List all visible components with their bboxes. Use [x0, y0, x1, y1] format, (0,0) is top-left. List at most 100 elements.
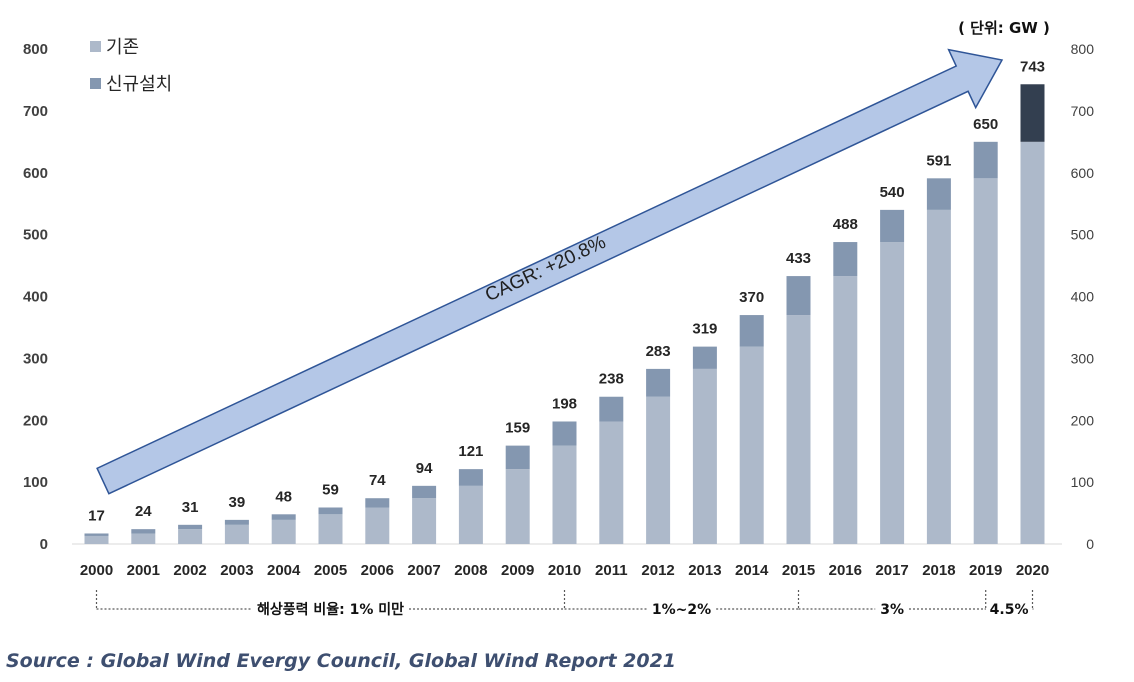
bar-new-2019 — [973, 141, 998, 179]
y-tick-right-700: 700 — [1071, 103, 1095, 119]
data-label-2017: 540 — [880, 184, 905, 201]
y-tick-left-0: 0 — [40, 536, 48, 553]
bar-new-2002 — [178, 524, 203, 530]
data-label-2008: 121 — [458, 443, 483, 460]
bars — [84, 84, 1045, 545]
bar-existing-2020 — [1020, 141, 1045, 544]
legend: 기존 신규설치 — [90, 37, 172, 95]
x-label-2017: 2017 — [875, 562, 908, 579]
bar-existing-2018 — [926, 209, 951, 544]
x-label-2009: 2009 — [501, 562, 534, 579]
ratio-label-3: 4.5% — [990, 602, 1029, 618]
cagr-arrow: CAGR: +20.8% — [96, 48, 1004, 495]
data-label-2013: 319 — [692, 321, 717, 338]
bar-existing-2006 — [365, 507, 390, 544]
legend-swatch-new — [90, 78, 101, 89]
y-tick-left-200: 200 — [23, 412, 48, 429]
y-tick-left-800: 800 — [23, 41, 48, 58]
bar-existing-2012 — [646, 396, 671, 544]
unit-label: ( 단위: GW ) — [958, 19, 1050, 37]
bar-existing-2007 — [412, 498, 437, 544]
data-labels: 17 24 31 39 48 59 74 94 121 159 198 238 283 319 370 433… — [88, 58, 1045, 524]
y-tick-left-500: 500 — [23, 227, 48, 244]
y-tick-right-400: 400 — [1071, 289, 1095, 305]
data-label-2012: 283 — [646, 343, 671, 360]
y-tick-right-200: 200 — [1071, 412, 1095, 428]
bar-new-2005 — [318, 507, 343, 515]
bar-existing-2005 — [318, 514, 343, 544]
data-label-2019: 650 — [973, 116, 998, 133]
x-label-2013: 2013 — [688, 562, 721, 579]
bar-existing-2004 — [271, 519, 296, 544]
data-label-2011: 238 — [599, 371, 624, 388]
bar-existing-2003 — [224, 524, 249, 544]
right-y-axis: 0 100 200 300 400 500 600 700 800 — [1071, 41, 1095, 552]
data-label-2001: 24 — [135, 503, 152, 520]
data-label-2018: 591 — [926, 152, 951, 169]
data-label-2005: 59 — [322, 481, 339, 498]
left-y-axis: 0 100 200 300 400 500 600 700 800 — [23, 41, 48, 553]
legend-swatch-existing — [90, 41, 101, 52]
x-label-2019: 2019 — [969, 562, 1002, 579]
bar-existing-2010 — [552, 445, 577, 544]
data-label-2007: 94 — [416, 460, 433, 477]
x-label-2014: 2014 — [735, 562, 769, 579]
offshore-ratio-bracket: 해상풍력 비율: 1% 미만 1%~2% 3% 4.5% — [95, 590, 1034, 618]
bar-new-2016 — [833, 242, 858, 277]
y-tick-left-400: 400 — [23, 289, 48, 306]
bar-existing-2008 — [458, 485, 483, 544]
data-label-2020: 743 — [1020, 58, 1045, 75]
data-label-2010: 198 — [552, 395, 577, 412]
x-label-2003: 2003 — [220, 562, 253, 579]
x-label-2005: 2005 — [314, 562, 347, 579]
bar-new-2014 — [739, 315, 764, 347]
bar-new-2015 — [786, 276, 811, 316]
bar-new-2012 — [646, 368, 671, 397]
bar-new-2001 — [131, 529, 156, 534]
bar-existing-2015 — [786, 315, 811, 544]
cagr-arrow-shape — [96, 48, 1004, 495]
data-label-2015: 433 — [786, 250, 811, 267]
bar-new-2011 — [599, 396, 624, 422]
bar-new-2018 — [926, 178, 951, 210]
x-label-2002: 2002 — [173, 562, 206, 579]
bar-new-2000 — [84, 533, 109, 536]
data-label-2004: 48 — [275, 488, 292, 505]
x-label-2015: 2015 — [782, 562, 815, 579]
bar-existing-2019 — [973, 178, 998, 544]
data-label-2002: 31 — [182, 499, 199, 516]
data-label-2000: 17 — [88, 507, 105, 524]
source-note: Source : Global Wind Evergy Council, Glo… — [6, 650, 677, 672]
y-tick-left-600: 600 — [23, 165, 48, 182]
bar-existing-2000 — [84, 535, 109, 544]
x-label-2000: 2000 — [80, 562, 113, 579]
wind-capacity-chart: 0 100 200 300 400 500 600 700 800 0 100 200 300 400 5… — [23, 19, 1095, 618]
x-label-2011: 2011 — [595, 562, 628, 579]
x-label-2018: 2018 — [922, 562, 955, 579]
bar-existing-2011 — [599, 421, 624, 544]
y-tick-right-0: 0 — [1086, 536, 1094, 552]
x-label-2020: 2020 — [1016, 562, 1049, 579]
legend-label-existing: 기존 — [106, 37, 139, 58]
y-tick-right-600: 600 — [1071, 165, 1095, 181]
y-tick-left-100: 100 — [23, 474, 48, 491]
legend-label-new: 신규설치 — [106, 74, 172, 95]
ratio-label-1: 1%~2% — [652, 602, 711, 618]
bar-existing-2002 — [178, 529, 203, 544]
bar-existing-2016 — [833, 276, 858, 544]
bar-new-2010 — [552, 421, 577, 446]
bar-existing-2001 — [131, 533, 156, 544]
bar-new-2017 — [880, 209, 905, 243]
ratio-label-0: 해상풍력 비율: 1% 미만 — [257, 601, 404, 618]
bar-new-2007 — [412, 485, 437, 499]
data-label-2014: 370 — [739, 289, 764, 306]
bar-new-2003 — [224, 519, 249, 525]
bar-new-2013 — [692, 346, 717, 369]
x-label-2006: 2006 — [361, 562, 394, 579]
x-label-2016: 2016 — [829, 562, 862, 579]
bar-new-2020 — [1020, 84, 1045, 142]
bar-existing-2009 — [505, 469, 530, 544]
data-label-2003: 39 — [229, 494, 246, 511]
ratio-label-2: 3% — [880, 602, 904, 618]
bar-existing-2013 — [692, 368, 717, 544]
